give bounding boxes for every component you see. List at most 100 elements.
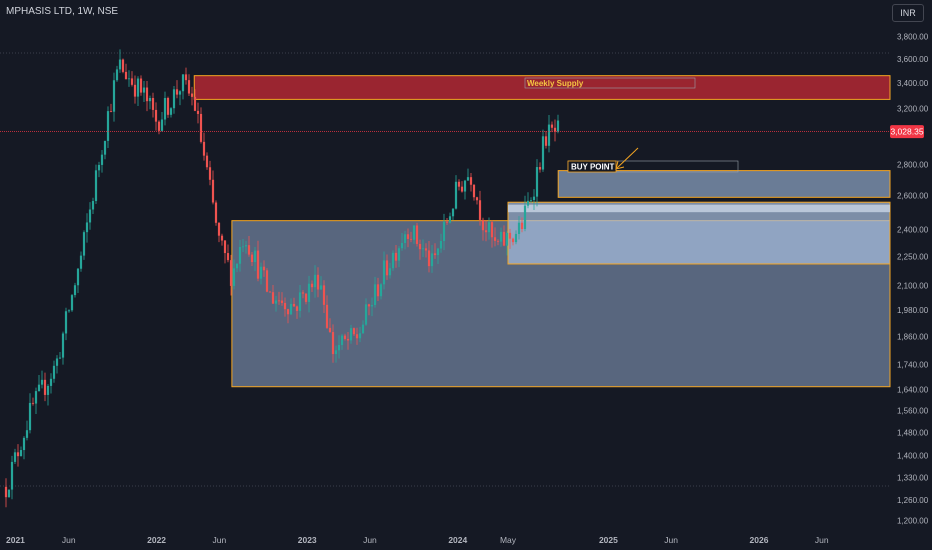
candle-body bbox=[488, 222, 490, 232]
candle-body bbox=[137, 79, 139, 97]
demand-zone-buy[interactable] bbox=[558, 171, 890, 198]
candle-body bbox=[65, 311, 67, 333]
candle-body bbox=[410, 239, 412, 240]
candle-body bbox=[101, 155, 103, 165]
candle-body bbox=[371, 305, 373, 306]
candle-body bbox=[545, 136, 547, 145]
candle-body bbox=[110, 111, 112, 112]
price-tick-label: 3,400.00 bbox=[897, 79, 929, 88]
candle-body bbox=[11, 462, 13, 490]
demand-zone-strip[interactable] bbox=[508, 205, 890, 212]
candle-body bbox=[116, 69, 118, 80]
price-tick-label: 1,740.00 bbox=[897, 360, 929, 369]
candle-body bbox=[398, 248, 400, 260]
candle-body bbox=[377, 284, 379, 296]
candle-body bbox=[305, 294, 307, 302]
candle-body bbox=[326, 305, 328, 328]
candle-body bbox=[437, 249, 439, 256]
candle-body bbox=[551, 125, 553, 128]
price-tick-label: 1,200.00 bbox=[897, 516, 929, 525]
price-tick-label: 1,400.00 bbox=[897, 452, 929, 461]
candle-body bbox=[395, 253, 397, 261]
time-tick-label: Jun bbox=[212, 535, 226, 545]
symbol-title[interactable]: MPHASIS LTD, 1W, NSE bbox=[6, 6, 118, 17]
time-tick-label: 2021 bbox=[6, 535, 25, 545]
candle-body bbox=[239, 247, 241, 264]
candle-body bbox=[431, 253, 433, 266]
candle-body bbox=[230, 260, 232, 286]
candle-body bbox=[446, 222, 448, 223]
candle-body bbox=[515, 234, 517, 242]
candle-body bbox=[542, 136, 544, 169]
candle-body bbox=[35, 391, 37, 403]
current-price-label: 3,028.35 bbox=[890, 127, 923, 137]
price-tick-label: 2,100.00 bbox=[897, 281, 929, 290]
candle-body bbox=[476, 197, 478, 200]
price-tick-label: 1,980.00 bbox=[897, 306, 929, 315]
candle-body bbox=[413, 225, 415, 239]
candle-body bbox=[170, 108, 172, 115]
candle-body bbox=[443, 222, 445, 241]
candle-body bbox=[149, 98, 151, 101]
candle-body bbox=[356, 334, 358, 338]
candle-body bbox=[125, 72, 127, 79]
time-tick-label: Jun bbox=[815, 535, 829, 545]
candle-body bbox=[8, 490, 10, 498]
candle-body bbox=[314, 275, 316, 287]
candle-body bbox=[539, 167, 541, 170]
candle-body bbox=[104, 141, 106, 155]
candle-body bbox=[434, 253, 436, 255]
candle-body bbox=[425, 248, 427, 250]
candle-body bbox=[119, 60, 121, 70]
price-tick-label: 1,560.00 bbox=[897, 406, 929, 415]
candle-body bbox=[38, 385, 40, 391]
candle-body bbox=[47, 386, 49, 395]
candle-body bbox=[284, 303, 286, 309]
candle-body bbox=[242, 246, 244, 247]
candle-body bbox=[20, 450, 22, 456]
buy-point-label: BUY POINT bbox=[571, 163, 615, 172]
candle-body bbox=[248, 245, 250, 254]
candle-body bbox=[464, 181, 466, 192]
candle-body bbox=[536, 167, 538, 197]
candle-body bbox=[368, 304, 370, 306]
candle-body bbox=[98, 165, 100, 170]
candle-body bbox=[317, 275, 319, 290]
candle-body bbox=[467, 177, 469, 180]
candle-body bbox=[548, 125, 550, 146]
candle-body bbox=[554, 128, 556, 132]
time-tick-label: Jun bbox=[62, 535, 76, 545]
candle-body bbox=[335, 350, 337, 354]
price-tick-label: 1,860.00 bbox=[897, 332, 929, 341]
candle-body bbox=[254, 251, 256, 262]
candle-body bbox=[278, 300, 280, 301]
candle-body bbox=[350, 328, 352, 340]
candle-body bbox=[320, 285, 322, 289]
candle-body bbox=[311, 284, 313, 287]
candle-body bbox=[275, 300, 277, 303]
candle-body bbox=[347, 339, 349, 341]
candle-body bbox=[365, 304, 367, 324]
candle-body bbox=[458, 182, 460, 187]
candle-body bbox=[86, 222, 88, 232]
candle-body bbox=[224, 241, 226, 254]
candle-body bbox=[143, 88, 145, 93]
candle-body bbox=[527, 201, 529, 206]
candle-body bbox=[422, 248, 424, 249]
candle-body bbox=[155, 110, 157, 122]
price-tick-label: 3,200.00 bbox=[897, 104, 929, 113]
weekly-supply-label: Weekly Supply bbox=[527, 79, 584, 88]
candle-body bbox=[383, 260, 385, 284]
candle-body bbox=[341, 336, 343, 345]
candle-body bbox=[281, 301, 283, 303]
candle-body bbox=[344, 336, 346, 339]
candle-body bbox=[152, 98, 154, 110]
currency-button[interactable]: INR bbox=[892, 4, 924, 22]
candle-body bbox=[131, 78, 133, 84]
candle-body bbox=[68, 310, 70, 311]
candle-body bbox=[200, 114, 202, 142]
candle-body bbox=[188, 80, 190, 93]
candle-body bbox=[218, 223, 220, 236]
candle-body bbox=[158, 122, 160, 131]
